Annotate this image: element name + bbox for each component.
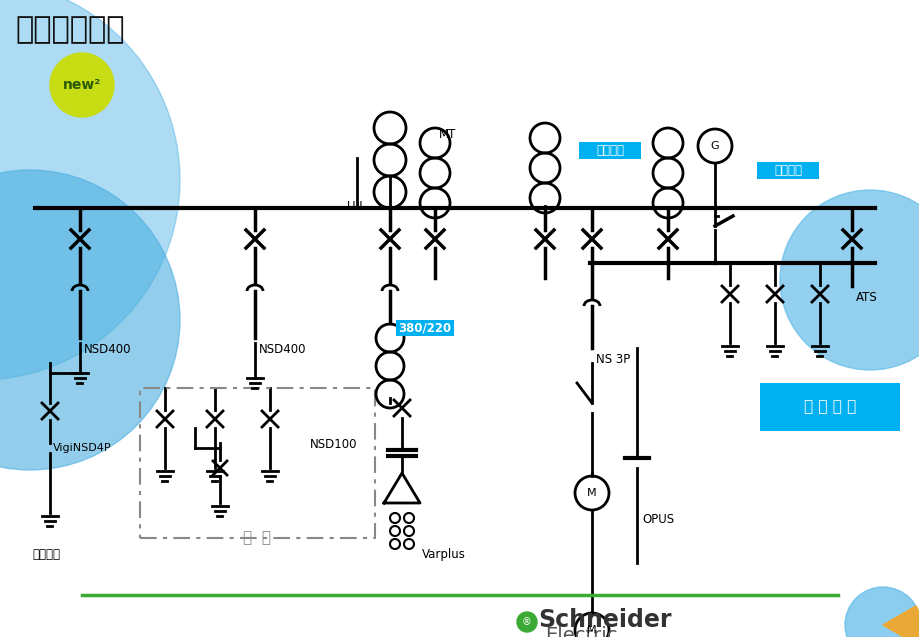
Text: 负荷开关: 负荷开关 <box>596 143 623 157</box>
Text: 重 要 负 荷: 重 要 负 荷 <box>803 399 856 415</box>
Text: new²: new² <box>62 78 101 92</box>
Text: MT: MT <box>438 128 456 141</box>
Circle shape <box>779 190 919 370</box>
Bar <box>759 383 899 431</box>
Text: NSD400: NSD400 <box>84 343 131 356</box>
Text: G: G <box>709 141 719 151</box>
Polygon shape <box>383 473 420 503</box>
FancyBboxPatch shape <box>756 162 818 178</box>
Text: 终端配电: 终端配电 <box>32 548 60 561</box>
Text: M: M <box>586 625 596 635</box>
Text: NSD100: NSD100 <box>310 438 357 451</box>
FancyBboxPatch shape <box>578 141 641 159</box>
Circle shape <box>0 170 180 470</box>
Text: NSD400: NSD400 <box>259 343 306 356</box>
Text: Schneider: Schneider <box>538 608 671 632</box>
Text: 380/220: 380/220 <box>398 322 451 334</box>
Bar <box>140 388 375 538</box>
Text: U.I: U.I <box>346 200 362 213</box>
Wedge shape <box>882 606 919 637</box>
Circle shape <box>0 0 180 380</box>
Text: M: M <box>586 488 596 498</box>
Text: NS 3P: NS 3P <box>596 353 630 366</box>
Circle shape <box>516 612 537 632</box>
Text: 隔离开关: 隔离开关 <box>773 164 801 176</box>
Text: ®: ® <box>522 617 531 627</box>
Text: Varplus: Varplus <box>422 548 465 561</box>
Text: ATS: ATS <box>855 291 877 304</box>
Text: VigiNSD4P: VigiNSD4P <box>53 443 111 453</box>
Text: 低压配电系统: 低压配电系统 <box>15 15 124 44</box>
Text: 三  筱: 三 筱 <box>244 530 271 545</box>
Text: OPUS: OPUS <box>641 513 674 526</box>
Circle shape <box>50 53 114 117</box>
FancyBboxPatch shape <box>395 320 453 336</box>
Circle shape <box>844 587 919 637</box>
Text: Electric: Electric <box>544 626 617 637</box>
